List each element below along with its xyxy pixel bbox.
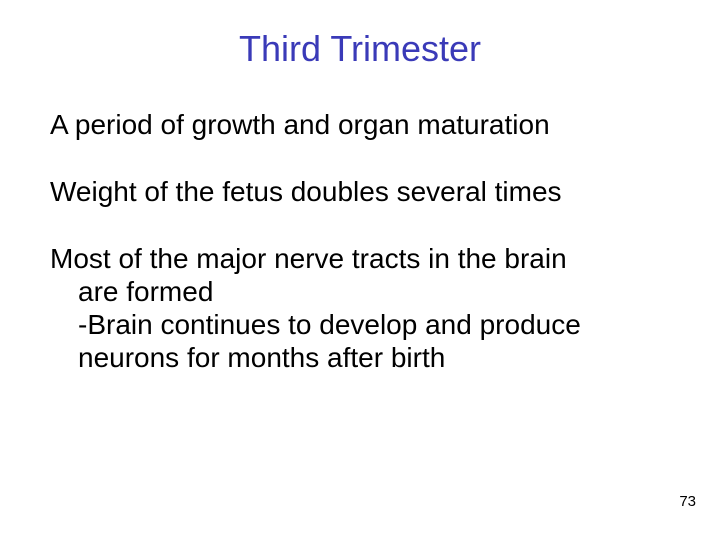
paragraph-1: A period of growth and organ maturation bbox=[50, 108, 670, 141]
page-number: 73 bbox=[679, 493, 696, 510]
para3-line4: neurons for months after birth bbox=[50, 341, 670, 374]
para3-line3: -Brain continues to develop and produce bbox=[50, 308, 670, 341]
paragraph-2: Weight of the fetus doubles several time… bbox=[50, 175, 670, 208]
slide-title: Third Trimester bbox=[50, 28, 670, 70]
paragraph-3: Most of the major nerve tracts in the br… bbox=[50, 242, 670, 374]
para3-line1: Most of the major nerve tracts in the br… bbox=[50, 242, 670, 275]
slide-body: A period of growth and organ maturation … bbox=[50, 108, 670, 374]
para3-line2: are formed bbox=[50, 275, 670, 308]
